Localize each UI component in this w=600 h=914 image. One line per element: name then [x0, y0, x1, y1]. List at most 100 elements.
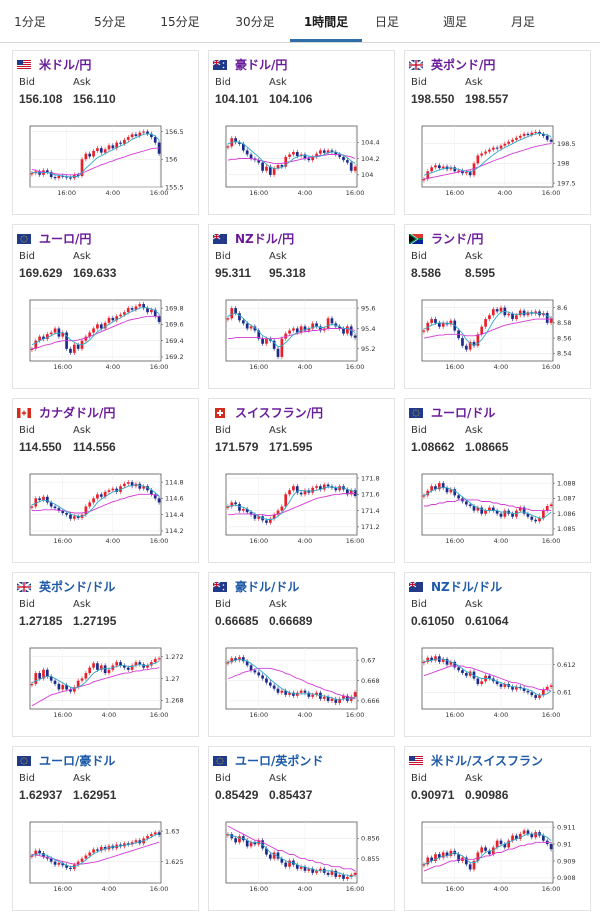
candle-body: [57, 508, 61, 511]
ma-short-line: [227, 486, 356, 520]
y-tick-label: 0.909: [557, 857, 576, 865]
currency-card[interactable]: NZドル/円 Bid Ask 95.311 95.318 95.2 95.4 95.6 16:0…: [208, 224, 395, 389]
candle-body: [457, 170, 460, 172]
candle-body: [280, 858, 284, 863]
currency-card[interactable]: NZドル/ドル Bid Ask 0.61050 0.61064 0.61 0.612 16:0…: [404, 572, 591, 737]
y-tick-label: 1.085: [557, 525, 576, 533]
currency-card[interactable]: 米ドル/スイスフラン Bid Ask 0.90971 0.90986 0.908 0.909…: [404, 746, 591, 911]
candle-body: [346, 695, 349, 701]
candle-body: [311, 694, 315, 697]
currency-card[interactable]: スイスフラン/円 Bid Ask 171.579 171.595 171.2 171.4 17…: [208, 398, 395, 563]
pair-title-link[interactable]: ランド/円: [409, 229, 483, 247]
ask-value: 1.27195: [73, 614, 117, 628]
currency-card[interactable]: 英ポンド/円 Bid Ask 198.550 198.557 197.5 198 198.5 1…: [404, 50, 591, 215]
candle-body: [134, 134, 138, 136]
tab-1[interactable]: 5分足: [94, 15, 126, 29]
currency-card[interactable]: ユーロ/ドル Bid Ask 1.08662 1.08665 1.085 1.086 1.08…: [404, 398, 591, 563]
plot-frame: [225, 821, 358, 884]
pair-title-link[interactable]: ユーロ/円: [17, 229, 91, 247]
tab-7[interactable]: 月足: [510, 15, 535, 29]
pair-title-link[interactable]: NZドル/ドル: [409, 577, 502, 595]
pair-name: 米ドル/スイスフラン: [431, 753, 544, 768]
currency-card[interactable]: 豪ドル/円 Bid Ask 104.101 104.106 104 104.2 104.4 16…: [208, 50, 395, 215]
bid-label: Bid: [19, 773, 35, 784]
price-chart: 1.625 1.63 16:00 4:00 16:00: [29, 821, 184, 893]
x-tick-label: 16:00: [249, 537, 268, 545]
candle-body: [319, 868, 322, 871]
pair-title-link[interactable]: ユーロ/豪ドル: [17, 751, 115, 769]
x-tick-label: 16:00: [445, 537, 464, 545]
pair-title-link[interactable]: カナダドル/円: [17, 403, 115, 421]
currency-card[interactable]: 米ドル/円 Bid Ask 156.108 156.110 155.5 156 156.5 16…: [12, 50, 199, 215]
candle-body: [334, 698, 338, 703]
candle-body: [245, 323, 249, 329]
tab-2[interactable]: 15分足: [160, 15, 200, 29]
pair-title-link[interactable]: 豪ドル/ドル: [213, 577, 299, 595]
candle-body: [142, 664, 146, 668]
currency-card[interactable]: 豪ドル/ドル Bid Ask 0.66685 0.66689 0.666 0.668 0.67…: [208, 572, 395, 737]
x-tick-label: 16:00: [150, 537, 169, 545]
candle-body: [265, 848, 268, 855]
tab-5[interactable]: 日足: [374, 15, 399, 29]
pair-title-link[interactable]: ユーロ/英ポンド: [213, 751, 323, 769]
tab-6[interactable]: 週足: [442, 15, 467, 29]
candle-body: [488, 675, 491, 679]
candle-body: [326, 484, 330, 487]
candle-body: [238, 313, 241, 321]
price-chart: 1.268 1.27 1.272 16:00 4:00 16:00: [29, 647, 184, 719]
candle-body: [88, 153, 92, 157]
candle-body: [261, 675, 264, 679]
ma-long-line: [227, 493, 356, 516]
pair-title-link[interactable]: 米ドル/スイスフラン: [409, 751, 543, 769]
za-flag-icon: [409, 233, 423, 244]
candle-body: [322, 696, 326, 699]
ask-value: 1.62951: [73, 788, 117, 802]
pair-title-link[interactable]: スイスフラン/円: [213, 403, 323, 421]
candle-body: [349, 874, 353, 877]
candle-body: [138, 483, 142, 489]
pair-title-link[interactable]: 豪ドル/円: [213, 55, 287, 73]
bid-label: Bid: [411, 251, 427, 262]
x-tick-label: 16:00: [150, 711, 169, 719]
candle-body: [49, 676, 53, 681]
candle-body: [261, 162, 264, 171]
candle-body: [334, 323, 338, 327]
bid-value: 169.629: [19, 266, 63, 280]
currency-card[interactable]: ユーロ/円 Bid Ask 169.629 169.633 169.2 169.4 169.6…: [12, 224, 199, 389]
tab-4[interactable]: 1時間足: [290, 0, 362, 42]
ma-short-line: [423, 658, 552, 696]
pair-title-link[interactable]: ユーロ/ドル: [409, 403, 495, 421]
currency-card[interactable]: 英ポンド/ドル Bid Ask 1.27185 1.27195 1.268 1.27 1.27…: [12, 572, 199, 737]
x-tick-label: 16:00: [542, 537, 561, 545]
currency-card[interactable]: ユーロ/英ポンド Bid Ask 0.85429 0.85437 0.855 0.856 16…: [208, 746, 395, 911]
candle-body: [130, 482, 134, 487]
candle-body: [542, 510, 545, 519]
candle-body: [153, 137, 157, 143]
pair-title-link[interactable]: NZドル/円: [213, 229, 294, 247]
candle-body: [53, 680, 57, 684]
y-tick-label: 104: [361, 171, 373, 179]
tab-0[interactable]: 1分足: [14, 15, 46, 29]
candle-body: [65, 685, 68, 690]
candle-body: [96, 324, 99, 329]
candle-body: [92, 663, 95, 668]
y-tick-label: 114.8: [165, 478, 184, 486]
currency-card[interactable]: ランド/円 Bid Ask 8.586 8.595 8.54 8.56 8.58 8.6 16:0…: [404, 224, 591, 389]
candle-body: [234, 308, 237, 314]
candle-body: [338, 698, 342, 703]
candle-body: [292, 486, 295, 491]
currency-card[interactable]: ユーロ/豪ドル Bid Ask 1.62937 1.62951 1.625 1.63 16:0…: [12, 746, 199, 911]
x-tick-label: 4:00: [494, 711, 509, 719]
candle-body: [530, 833, 534, 838]
pair-title-link[interactable]: 英ポンド/円: [409, 55, 495, 73]
candle-body: [346, 489, 349, 495]
candle-body: [119, 142, 122, 144]
candle-body: [511, 835, 514, 841]
tab-3[interactable]: 30分足: [235, 15, 275, 29]
currency-card[interactable]: カナダドル/円 Bid Ask 114.550 114.556 114.2 114.4 114…: [12, 398, 199, 563]
candle-body: [57, 862, 61, 865]
pair-title-link[interactable]: 米ドル/円: [17, 55, 91, 73]
candle-body: [437, 483, 441, 490]
candle-body: [422, 661, 426, 664]
pair-title-link[interactable]: 英ポンド/ドル: [17, 577, 115, 595]
